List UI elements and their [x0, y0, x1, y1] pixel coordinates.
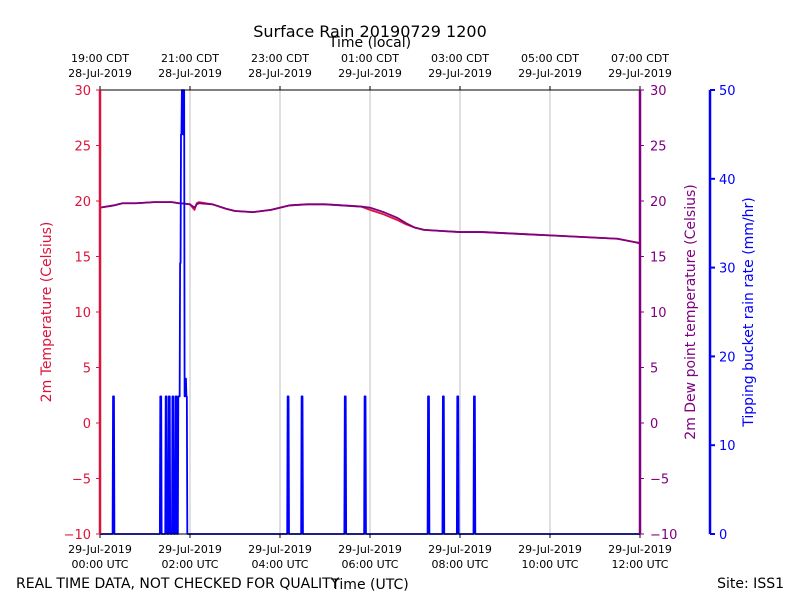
right-axis-1-tick-label: 30 [650, 84, 667, 99]
x-top-tick-label-date: 29-Jul-2019 [428, 67, 492, 80]
right-axis-1-tick-label: 25 [650, 140, 667, 155]
x-top-tick-label-time: 07:00 CDT [611, 52, 669, 65]
right-axis-2-tick-label: 10 [719, 439, 736, 454]
right-axis-1-tick-label: 10 [650, 306, 667, 321]
left-axis-tick-label: 15 [74, 251, 91, 266]
right-axis-2-tick-label: 0 [719, 528, 727, 543]
x-bottom-tick-label-date: 29-Jul-2019 [428, 543, 492, 556]
x-bottom-tick-label-time: 00:00 UTC [71, 558, 128, 571]
right-axis-1-tick-label: 15 [650, 251, 667, 266]
x-top-tick-label-date: 29-Jul-2019 [338, 67, 402, 80]
x-bottom-tick-label-date: 29-Jul-2019 [338, 543, 402, 556]
right-axis-1-tick-label: 0 [650, 417, 658, 432]
left-axis-tick-label: 30 [74, 84, 91, 99]
x-top-tick-label-date: 28-Jul-2019 [68, 67, 132, 80]
x-bottom-tick-label-date: 29-Jul-2019 [608, 543, 672, 556]
x-axis-title: Time (UTC) [330, 577, 408, 593]
left-axis-tick-label: −5 [72, 473, 91, 488]
left-axis-tick-label: 10 [74, 306, 91, 321]
right-axis-1-tick-label: −10 [650, 528, 677, 543]
x-bottom-tick-label-time: 04:00 UTC [251, 558, 308, 571]
right-axis-1-title: 2m Dew point temperature (Celsius) [683, 184, 699, 439]
x-bottom-tick-label-date: 29-Jul-2019 [158, 543, 222, 556]
x-top-tick-label-time: 23:00 CDT [251, 52, 309, 65]
left-axis-tick-label: 20 [74, 195, 91, 210]
right-axis-1-tick-label: 5 [650, 362, 658, 377]
x-top-tick-label-time: 01:00 CDT [341, 52, 399, 65]
x-bottom-tick-label-time: 08:00 UTC [431, 558, 488, 571]
left-axis-tick-label: 5 [83, 362, 91, 377]
x-bottom-tick-label-date: 29-Jul-2019 [248, 543, 312, 556]
x-bottom-tick-label-time: 10:00 UTC [521, 558, 578, 571]
x-bottom-tick-label-time: 06:00 UTC [341, 558, 398, 571]
x-top-tick-label-time: 19:00 CDT [71, 52, 129, 65]
x-top-tick-label-date: 28-Jul-2019 [248, 67, 312, 80]
right-axis-2-tick-label: 50 [719, 84, 736, 99]
x-top-tick-label-time: 21:00 CDT [161, 52, 219, 65]
top-axis-title: Time (local) [328, 35, 411, 51]
right-axis-1-tick-label: −5 [650, 473, 669, 488]
x-top-tick-label-time: 03:00 CDT [431, 52, 489, 65]
right-axis-2-title: Tipping bucket rain rate (mm/hr) [741, 197, 757, 427]
left-axis-title: 2m Temperature (Celsius) [39, 222, 55, 403]
left-axis-tick-label: 0 [83, 417, 91, 432]
right-axis-1-tick-label: 20 [650, 195, 667, 210]
series-line-2m-dew-point-temperature [99, 201, 641, 245]
right-axis-2-tick-label: 30 [719, 262, 736, 277]
footer-site: Site: ISS1 [717, 576, 784, 592]
x-top-tick-label-date: 29-Jul-2019 [608, 67, 672, 80]
left-axis-tick-label: 25 [74, 140, 91, 155]
x-bottom-tick-label-time: 12:00 UTC [611, 558, 668, 571]
series-line-tipping-bucket-rain-rate [100, 89, 640, 535]
x-bottom-tick-label-date: 29-Jul-2019 [518, 543, 582, 556]
footer-quality-note: REAL TIME DATA, NOT CHECKED FOR QUALITY [16, 576, 340, 592]
x-top-tick-label-date: 29-Jul-2019 [518, 67, 582, 80]
x-bottom-tick-label-time: 02:00 UTC [161, 558, 218, 571]
x-top-tick-label-date: 28-Jul-2019 [158, 67, 222, 80]
chart-title: Surface Rain 20190729 1200 [253, 22, 487, 41]
right-axis-2-tick-label: 40 [719, 173, 736, 188]
left-axis-tick-label: −10 [64, 528, 91, 543]
x-top-tick-label-time: 05:00 CDT [521, 52, 579, 65]
x-bottom-tick-label-date: 29-Jul-2019 [68, 543, 132, 556]
right-axis-2-tick-label: 20 [719, 350, 736, 365]
